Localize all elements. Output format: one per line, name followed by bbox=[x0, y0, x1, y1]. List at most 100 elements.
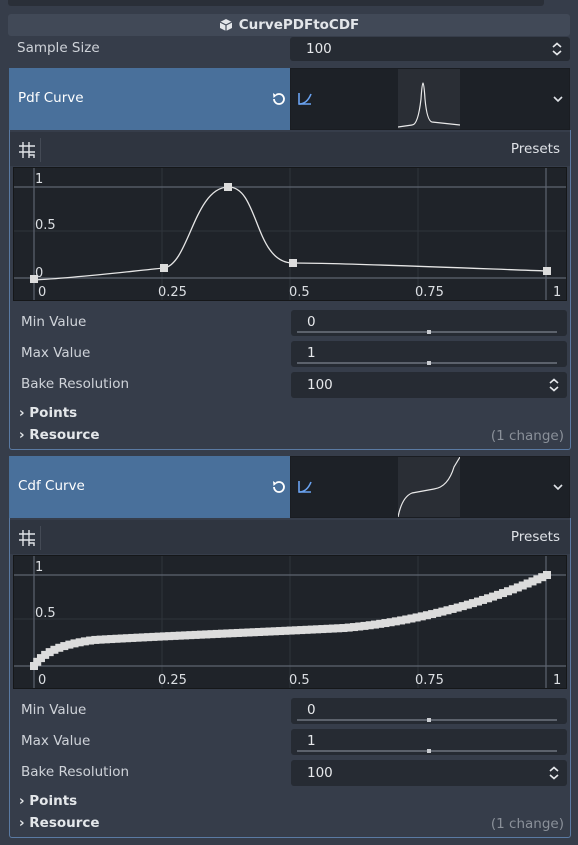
pdf-curve-graph-svg[interactable] bbox=[14, 168, 566, 300]
cdf-point[interactable] bbox=[402, 615, 411, 624]
cdf-point[interactable] bbox=[281, 626, 290, 635]
cdf-point[interactable] bbox=[334, 624, 343, 633]
cdf-point[interactable] bbox=[543, 571, 551, 579]
cdf-point[interactable] bbox=[397, 616, 406, 625]
cdf-point[interactable] bbox=[233, 628, 242, 637]
cdf-point[interactable] bbox=[433, 608, 442, 617]
cdf-max-value-slider[interactable]: 1 bbox=[291, 729, 567, 755]
pdf-min-value-slider[interactable]: 0 bbox=[291, 310, 567, 336]
pdf-points-group[interactable]: › Points bbox=[19, 405, 77, 421]
cdf-point[interactable] bbox=[107, 635, 116, 644]
cdf-point[interactable] bbox=[218, 629, 227, 638]
cdf-point[interactable] bbox=[70, 639, 79, 648]
cdf-point[interactable] bbox=[417, 612, 426, 621]
pdf-point[interactable] bbox=[224, 183, 232, 191]
chevron-down-icon[interactable] bbox=[553, 95, 563, 103]
cdf-point[interactable] bbox=[117, 634, 126, 643]
cdf-point[interactable] bbox=[412, 613, 421, 622]
cdf-point[interactable] bbox=[307, 625, 316, 634]
pdf-curve-resource-picker[interactable] bbox=[290, 68, 570, 130]
cdf-point[interactable] bbox=[133, 633, 142, 642]
cdf-point[interactable] bbox=[41, 650, 50, 659]
cdf-point[interactable] bbox=[138, 633, 147, 642]
cdf-point[interactable] bbox=[355, 622, 364, 631]
cdf-point[interactable] bbox=[484, 594, 493, 603]
cdf-point[interactable] bbox=[165, 632, 174, 641]
pdf-curve-graph[interactable]: 1 0.5 0 0 0.25 0.5 0.75 1 bbox=[13, 167, 567, 301]
cdf-point[interactable] bbox=[533, 575, 542, 584]
cdf-point[interactable] bbox=[422, 611, 431, 620]
cdf-point[interactable] bbox=[365, 621, 374, 630]
pdf-point[interactable] bbox=[30, 275, 38, 283]
cdf-point[interactable] bbox=[96, 635, 105, 644]
slider-grabber[interactable] bbox=[427, 749, 431, 753]
spinner-arrows-icon[interactable] bbox=[552, 42, 562, 56]
cdf-point[interactable] bbox=[453, 603, 462, 612]
cdf-point[interactable] bbox=[381, 619, 390, 628]
cdf-point[interactable] bbox=[407, 614, 416, 623]
cdf-point[interactable] bbox=[50, 645, 59, 654]
pdf-point[interactable] bbox=[543, 267, 551, 275]
cdf-curve-graph[interactable]: 1 0.5 0 0.25 0.5 0.75 1 bbox=[13, 555, 567, 689]
cdf-min-value-slider[interactable]: 0 bbox=[291, 698, 567, 724]
cdf-point[interactable] bbox=[349, 623, 358, 632]
cdf-point[interactable] bbox=[443, 606, 452, 615]
cdf-point[interactable] bbox=[212, 629, 221, 638]
cdf-point[interactable] bbox=[270, 627, 279, 636]
spinner-arrows-icon[interactable] bbox=[549, 766, 559, 780]
cdf-point[interactable] bbox=[181, 631, 190, 640]
cdf-point[interactable] bbox=[186, 631, 195, 640]
cdf-points-group[interactable]: › Points bbox=[19, 793, 77, 809]
pdf-presets-menu[interactable]: Presets bbox=[510, 141, 560, 157]
cdf-point[interactable] bbox=[370, 620, 379, 629]
cdf-point[interactable] bbox=[339, 624, 348, 633]
cdf-bake-resolution-spinbox[interactable]: 100 bbox=[291, 760, 567, 786]
pdf-resource-group[interactable]: › Resource bbox=[19, 427, 100, 443]
cdf-point[interactable] bbox=[513, 583, 522, 592]
cdf-point[interactable] bbox=[318, 625, 327, 634]
cdf-point[interactable] bbox=[523, 579, 532, 588]
cdf-point[interactable] bbox=[302, 625, 311, 634]
pdf-bake-resolution-spinbox[interactable]: 100 bbox=[291, 372, 567, 398]
cdf-point[interactable] bbox=[518, 581, 527, 590]
cdf-point[interactable] bbox=[207, 630, 216, 639]
cdf-point[interactable] bbox=[323, 624, 332, 633]
cdf-point[interactable] bbox=[479, 595, 488, 604]
cdf-presets-menu[interactable]: Presets bbox=[510, 529, 560, 545]
cdf-point[interactable] bbox=[55, 643, 64, 652]
cdf-point[interactable] bbox=[228, 629, 237, 638]
cdf-point[interactable] bbox=[360, 621, 369, 630]
cdf-point[interactable] bbox=[36, 654, 45, 663]
cdf-point[interactable] bbox=[239, 628, 248, 637]
revert-icon[interactable] bbox=[271, 91, 287, 107]
cdf-point[interactable] bbox=[80, 637, 89, 646]
cdf-point[interactable] bbox=[528, 577, 537, 586]
cdf-point[interactable] bbox=[428, 610, 437, 619]
grid-snap-button[interactable] bbox=[15, 526, 41, 550]
cdf-point[interactable] bbox=[386, 618, 395, 627]
pdf-max-value-slider[interactable]: 1 bbox=[291, 341, 567, 367]
sample-size-spinbox[interactable]: 100 bbox=[290, 37, 570, 61]
cdf-point[interactable] bbox=[249, 628, 258, 637]
cdf-point[interactable] bbox=[149, 632, 158, 641]
pdf-point[interactable] bbox=[289, 259, 297, 267]
cdf-point[interactable] bbox=[123, 634, 132, 643]
slider-grabber[interactable] bbox=[427, 330, 431, 334]
cdf-point[interactable] bbox=[328, 624, 337, 633]
cdf-point[interactable] bbox=[86, 636, 95, 645]
chevron-down-icon[interactable] bbox=[553, 483, 563, 491]
slider-grabber[interactable] bbox=[427, 361, 431, 365]
cdf-point[interactable] bbox=[202, 630, 211, 639]
cdf-curve-resource-picker[interactable] bbox=[290, 456, 570, 518]
cdf-resource-group[interactable]: › Resource bbox=[19, 815, 100, 831]
cdf-point[interactable] bbox=[276, 627, 285, 636]
cdf-point[interactable] bbox=[448, 604, 457, 613]
cdf-point[interactable] bbox=[503, 587, 512, 596]
pdf-point[interactable] bbox=[160, 264, 168, 272]
cdf-point[interactable] bbox=[463, 600, 472, 609]
cdf-point[interactable] bbox=[260, 627, 269, 636]
grid-snap-button[interactable] bbox=[15, 138, 41, 162]
cdf-curve-property[interactable]: Cdf Curve bbox=[9, 456, 290, 518]
cdf-point[interactable] bbox=[254, 628, 263, 637]
cdf-point[interactable] bbox=[494, 590, 503, 599]
